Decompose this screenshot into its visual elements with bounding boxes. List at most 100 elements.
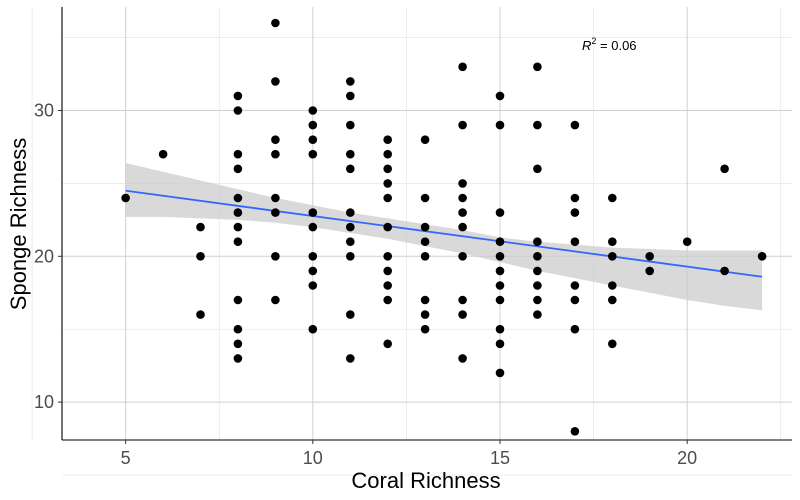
data-point — [608, 295, 617, 305]
data-point — [233, 106, 243, 115]
data-point — [346, 208, 355, 217]
data-point — [233, 295, 243, 305]
data-point — [271, 208, 280, 217]
data-point — [308, 222, 318, 232]
data-point — [495, 266, 505, 276]
data-point — [308, 149, 318, 159]
data-point — [346, 91, 355, 101]
data-point — [420, 324, 430, 334]
data-point — [308, 324, 318, 334]
data-point — [383, 251, 393, 261]
data-point — [271, 18, 280, 28]
data-point — [757, 251, 767, 261]
data-point — [308, 251, 318, 261]
data-point — [533, 251, 542, 261]
r-squared-annotation: R2 = 0.06 — [582, 36, 637, 53]
data-point — [720, 164, 729, 174]
data-point — [458, 310, 467, 319]
data-point — [720, 266, 729, 276]
r-squared-sup: 2 — [591, 36, 596, 46]
data-point — [420, 237, 430, 246]
data-point — [196, 310, 205, 319]
data-point — [233, 208, 243, 217]
data-point — [233, 164, 243, 174]
data-point — [570, 193, 580, 203]
data-point — [383, 281, 393, 290]
data-point — [271, 77, 280, 86]
data-point — [121, 193, 130, 203]
data-point — [383, 164, 393, 174]
data-point — [533, 310, 542, 319]
confidence-band-group — [125, 163, 763, 311]
data-point — [383, 339, 393, 349]
data-point — [196, 251, 205, 261]
data-point — [458, 208, 467, 217]
data-point — [495, 237, 505, 246]
data-points — [121, 18, 767, 436]
data-point — [420, 251, 430, 261]
data-point — [233, 324, 243, 334]
data-point — [608, 237, 617, 246]
x-tick-label: 15 — [490, 448, 510, 468]
y-tick-label: 20 — [34, 246, 54, 266]
r-squared-value: = 0.06 — [596, 38, 636, 53]
data-point — [233, 237, 243, 246]
data-point — [308, 281, 318, 290]
data-point — [570, 324, 580, 334]
tick-labels: 5 10 15 20 10 20 30 — [34, 101, 697, 468]
data-point — [271, 295, 280, 305]
x-axis-title: Coral Richness — [351, 468, 500, 493]
data-point — [458, 222, 467, 232]
data-point — [420, 193, 430, 203]
data-point — [458, 295, 467, 305]
data-point — [308, 266, 318, 276]
data-point — [346, 222, 355, 232]
data-point — [383, 193, 393, 203]
data-point — [308, 120, 318, 130]
data-point — [495, 339, 505, 349]
r-squared-base: R — [582, 38, 591, 53]
data-point — [645, 251, 654, 261]
y-tick-label: 30 — [34, 101, 54, 121]
data-point — [608, 339, 617, 349]
data-point — [495, 120, 505, 130]
data-point — [308, 135, 318, 144]
x-tick-label: 5 — [121, 448, 131, 468]
grid-lines — [31, 7, 792, 476]
data-point — [682, 237, 692, 246]
data-point — [458, 354, 467, 363]
trend-line — [125, 189, 763, 278]
data-point — [570, 237, 580, 246]
data-point — [533, 237, 542, 246]
data-point — [533, 62, 542, 72]
y-tick-label: 10 — [34, 392, 54, 412]
data-point — [420, 135, 430, 144]
data-point — [383, 266, 393, 276]
data-point — [645, 266, 654, 276]
data-point — [533, 266, 542, 276]
data-point — [233, 149, 243, 159]
data-point — [458, 251, 467, 261]
data-point — [570, 427, 580, 436]
data-point — [346, 77, 355, 86]
data-point — [346, 149, 355, 159]
data-point — [271, 149, 280, 159]
axes — [58, 7, 792, 444]
data-point — [271, 135, 280, 144]
data-point — [346, 120, 355, 130]
data-point — [570, 208, 580, 217]
data-point — [383, 222, 393, 232]
data-point — [196, 222, 205, 232]
data-point — [233, 91, 243, 101]
data-point — [570, 295, 580, 305]
data-point — [308, 208, 318, 217]
data-point — [420, 222, 430, 232]
data-point — [158, 149, 168, 159]
data-point — [346, 310, 355, 319]
data-point — [308, 106, 318, 115]
data-point — [346, 237, 355, 246]
data-point — [533, 281, 542, 290]
data-point — [383, 295, 393, 305]
data-point — [271, 193, 280, 203]
data-point — [608, 193, 617, 203]
